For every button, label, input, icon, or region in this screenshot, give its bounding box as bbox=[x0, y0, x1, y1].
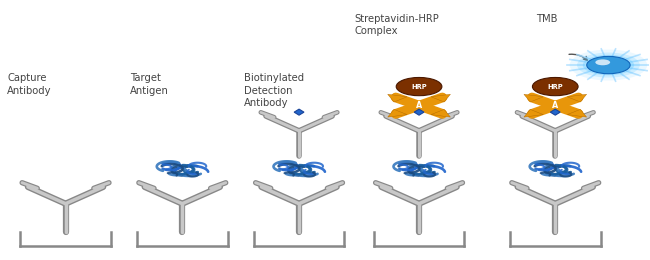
Text: A: A bbox=[416, 101, 422, 110]
Text: Biotinylated
Detection
Antibody: Biotinylated Detection Antibody bbox=[244, 73, 304, 108]
Circle shape bbox=[595, 59, 610, 65]
Text: A: A bbox=[552, 101, 558, 110]
Text: Target
Antigen: Target Antigen bbox=[131, 73, 169, 95]
Polygon shape bbox=[524, 109, 543, 117]
Polygon shape bbox=[431, 94, 450, 102]
Polygon shape bbox=[414, 109, 424, 115]
Circle shape bbox=[587, 56, 630, 74]
Polygon shape bbox=[387, 94, 407, 102]
Text: Streptavidin-HRP
Complex: Streptavidin-HRP Complex bbox=[354, 14, 439, 36]
Circle shape bbox=[577, 53, 640, 77]
Circle shape bbox=[532, 77, 578, 96]
Polygon shape bbox=[431, 109, 450, 117]
Circle shape bbox=[396, 77, 442, 96]
Polygon shape bbox=[524, 94, 543, 102]
Text: TMB: TMB bbox=[536, 14, 557, 24]
Text: HRP: HRP bbox=[411, 83, 427, 90]
Polygon shape bbox=[387, 109, 407, 117]
Polygon shape bbox=[567, 94, 586, 102]
Polygon shape bbox=[294, 109, 304, 115]
Text: HRP: HRP bbox=[547, 83, 563, 90]
Text: Capture
Antibody: Capture Antibody bbox=[7, 73, 52, 95]
Circle shape bbox=[583, 55, 634, 75]
Circle shape bbox=[569, 50, 647, 81]
Polygon shape bbox=[551, 109, 560, 115]
Polygon shape bbox=[567, 109, 586, 117]
